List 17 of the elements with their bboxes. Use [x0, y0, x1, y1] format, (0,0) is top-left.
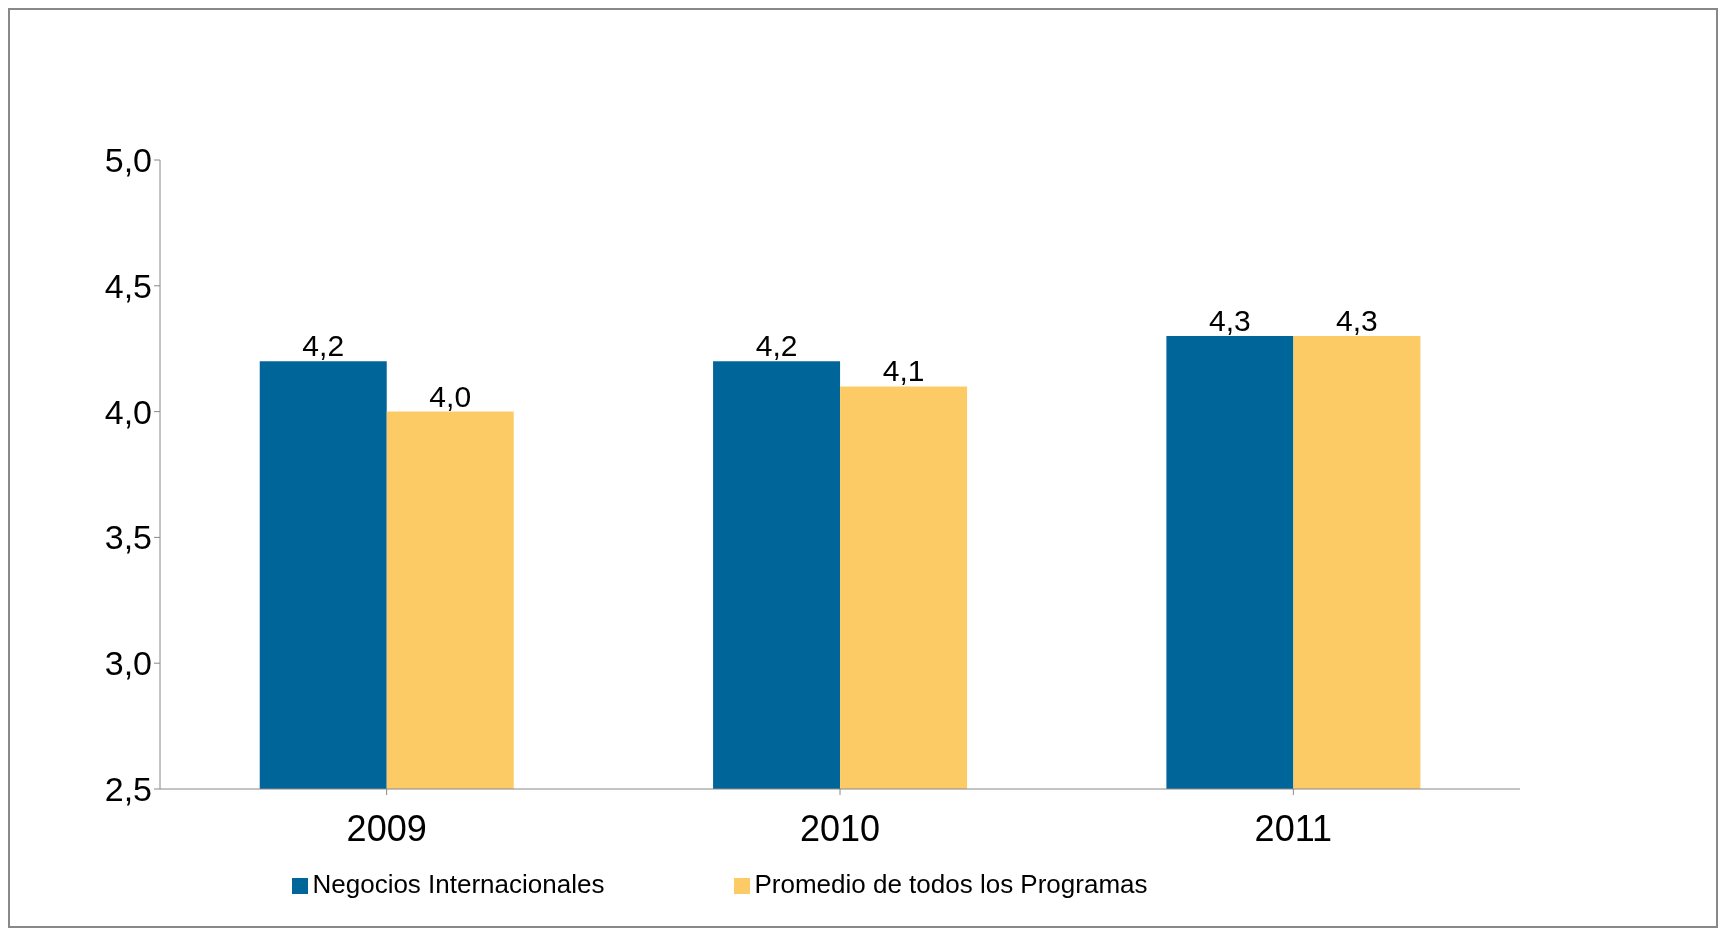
- data-label: 4,2: [755, 329, 798, 363]
- y-tick-label: 4,0: [104, 392, 152, 431]
- x-tick-label: 2010: [799, 807, 881, 849]
- y-tick-label: 4,5: [104, 266, 152, 305]
- y-tick-label: 3,0: [104, 644, 152, 683]
- data-label: 4,1: [882, 354, 925, 388]
- y-tick-label: 2,5: [104, 770, 152, 809]
- y-tick-label: 3,5: [104, 518, 152, 557]
- data-label: 4,0: [429, 379, 472, 413]
- x-tick-label: 2011: [1254, 807, 1333, 849]
- data-label: 4,3: [1336, 304, 1378, 338]
- data-label: 4,2: [302, 329, 345, 363]
- x-tick-label: 2009: [346, 807, 427, 849]
- y-tick-label: 5,0: [104, 141, 152, 180]
- legend-label: Negocios Internacionales: [312, 869, 605, 899]
- data-label: 4,3: [1209, 304, 1251, 338]
- legend-label: Promedio de todos los Programas: [754, 869, 1148, 899]
